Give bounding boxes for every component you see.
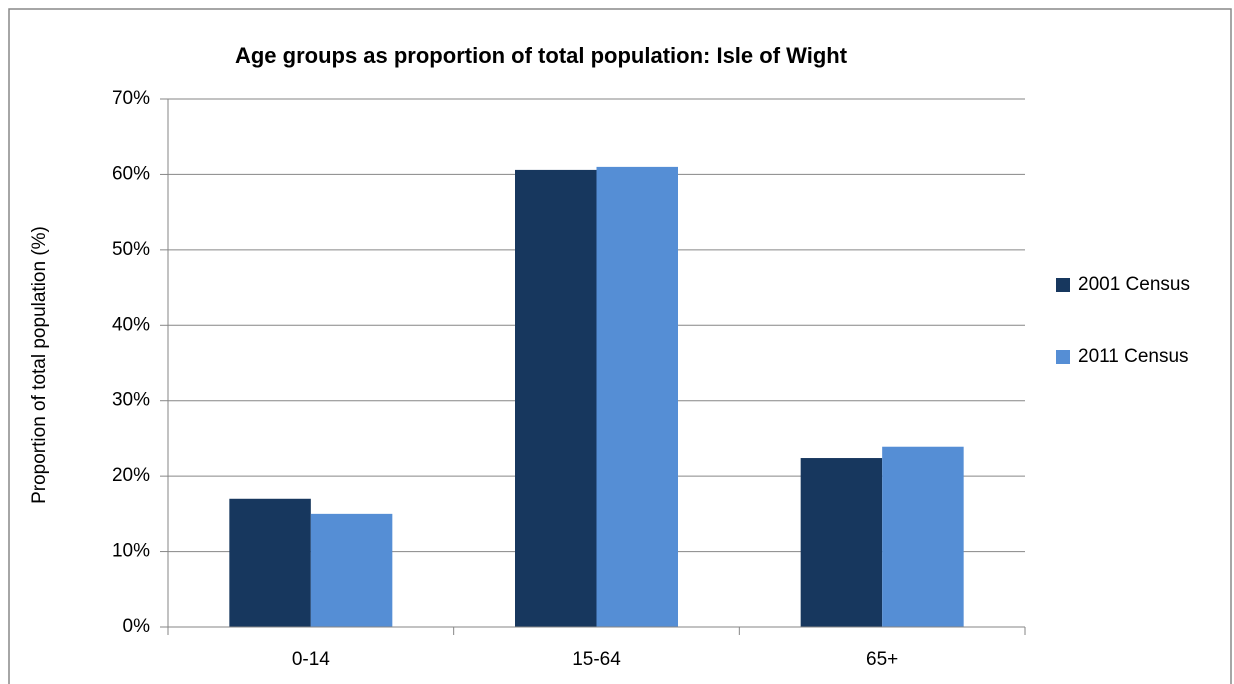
bar xyxy=(229,498,311,627)
y-tick-label: 0% xyxy=(123,616,151,637)
y-tick-label: 20% xyxy=(112,465,150,486)
bar xyxy=(882,446,964,627)
bar xyxy=(800,458,883,627)
y-tick-label: 40% xyxy=(112,314,150,335)
legend-label: 2011 Census xyxy=(1078,346,1189,367)
legend-label: 2001 Census xyxy=(1078,274,1190,295)
y-tick-label: 60% xyxy=(112,163,150,184)
chart-border xyxy=(8,8,1232,684)
bar xyxy=(596,166,678,627)
y-axis-label: Proportion of total population (%) xyxy=(29,226,50,504)
y-tick-label: 50% xyxy=(112,239,150,260)
x-tick-label: 0-14 xyxy=(292,649,330,670)
x-tick-label: 65+ xyxy=(866,649,898,670)
bar xyxy=(515,169,597,627)
y-tick-label: 30% xyxy=(112,390,150,411)
legend-swatch xyxy=(1056,278,1070,292)
chart-title: Age groups as proportion of total popula… xyxy=(235,43,848,68)
x-tick-label: 15-64 xyxy=(572,649,621,670)
y-tick-label: 10% xyxy=(112,541,150,562)
bar xyxy=(310,513,393,627)
y-tick-label: 70% xyxy=(112,88,150,109)
legend-swatch xyxy=(1056,350,1070,364)
